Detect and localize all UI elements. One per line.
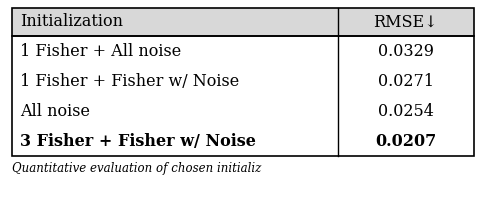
Text: 0.0207: 0.0207: [375, 132, 436, 149]
Text: 1 Fisher + All noise: 1 Fisher + All noise: [20, 42, 181, 60]
Text: 3 Fisher + Fisher w/ Noise: 3 Fisher + Fisher w/ Noise: [20, 132, 256, 149]
Bar: [12, 8, 474, 36]
Text: All noise: All noise: [20, 102, 90, 120]
Text: 0.0254: 0.0254: [378, 102, 434, 120]
Bar: [12, 8, 474, 36]
Text: Quantitative evaluation of chosen initializ: Quantitative evaluation of chosen initia…: [12, 162, 261, 175]
Bar: [12, 36, 474, 156]
Text: 0.0329: 0.0329: [378, 42, 434, 60]
Text: Initialization: Initialization: [20, 14, 123, 31]
Text: RMSE↓: RMSE↓: [374, 14, 438, 31]
Text: 1 Fisher + Fisher w/ Noise: 1 Fisher + Fisher w/ Noise: [20, 73, 239, 89]
Text: 0.0271: 0.0271: [378, 73, 434, 89]
